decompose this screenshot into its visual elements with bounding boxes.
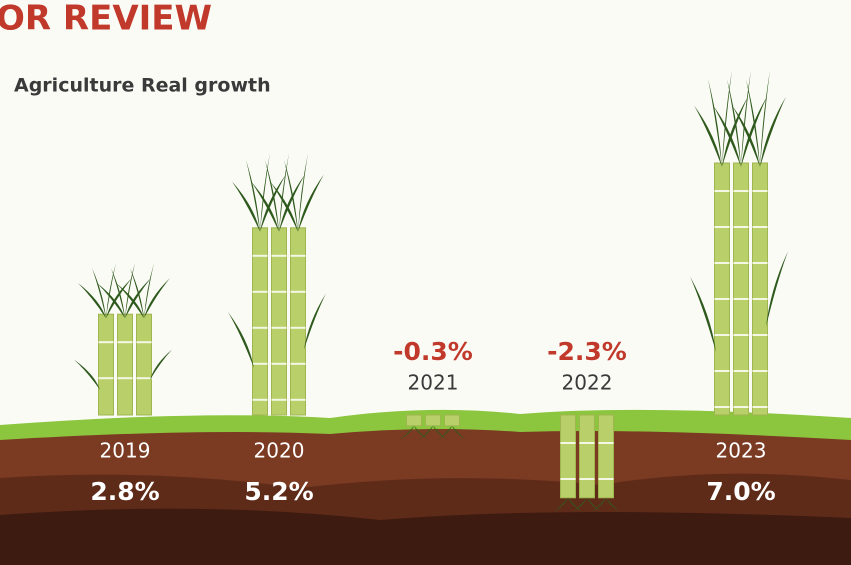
x-tick-label: 2020 [254, 439, 305, 463]
chart-title: OR REVIEW [0, 0, 212, 39]
cane [752, 162, 768, 416]
x-tick-label: 2021 [408, 371, 459, 395]
cane [560, 414, 576, 499]
value-label: 5.2% [244, 477, 313, 506]
cane-group [228, 152, 326, 416]
value-label: -0.3% [393, 337, 473, 366]
cane-group [554, 414, 620, 512]
cane [579, 414, 595, 499]
cane [714, 162, 730, 416]
cane [425, 414, 441, 427]
cane [598, 414, 614, 499]
cane [117, 313, 133, 416]
x-tick-label: 2022 [562, 371, 613, 395]
cane [444, 414, 460, 427]
value-label: -2.3% [547, 337, 627, 366]
cane-group [690, 70, 788, 416]
x-tick-label: 2023 [716, 439, 767, 463]
value-label: 2.8% [90, 477, 159, 506]
cane [98, 313, 114, 416]
cane-group [74, 262, 172, 416]
cane [406, 414, 422, 427]
cane [290, 227, 306, 416]
cane [733, 162, 749, 416]
cane [136, 313, 152, 416]
cane-group [400, 414, 466, 440]
x-tick-label: 2019 [100, 439, 151, 463]
cane [271, 227, 287, 416]
value-label: 7.0% [706, 477, 775, 506]
soil [0, 409, 851, 565]
cane [252, 227, 268, 416]
chart-subtitle: Agriculture Real growth [14, 75, 271, 97]
soil-layer [0, 508, 851, 565]
